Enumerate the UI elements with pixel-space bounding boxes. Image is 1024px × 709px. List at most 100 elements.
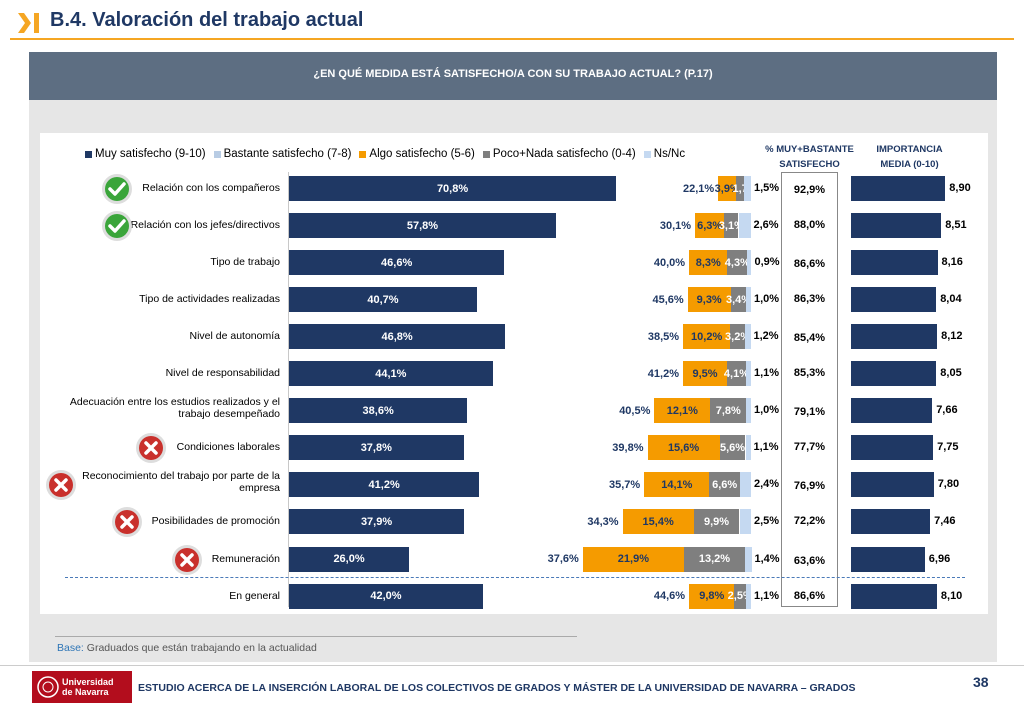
bar-muy-satisfecho: 40,7% [289, 287, 477, 313]
importance-value: 8,90 [949, 182, 971, 194]
check-icon [100, 209, 134, 243]
bar-algo-satisfecho: 14,1% [644, 472, 710, 498]
bar-value-label: 7,8% [715, 404, 741, 417]
importance-bar [851, 435, 934, 461]
legend-label: Muy satisfecho (9-10) [95, 148, 206, 160]
satisfied-value: 88,0% [793, 219, 826, 232]
legend-label: Algo satisfecho (5-6) [369, 148, 475, 160]
bar-poco-nada-satisfecho: 3,4% [726, 287, 751, 313]
seal-icon [37, 676, 59, 698]
satisfied-value: 76,9% [793, 480, 826, 493]
row-label: Tipo de actividades realizadas [139, 293, 280, 306]
satisfied-value: 86,3% [793, 293, 826, 306]
base-divider [55, 636, 577, 637]
bar-value-label: 10,2% [691, 330, 723, 343]
bar-value-label: 40,7% [367, 293, 399, 306]
ns-nc-value-label: 2,4% [754, 478, 780, 491]
bar-muy-satisfecho: 38,6% [289, 398, 468, 424]
bar-muy-satisfecho: 57,8% [289, 213, 556, 239]
bar-value-label: 37,9% [360, 515, 393, 528]
importance-value: 8,10 [940, 589, 963, 602]
ns-nc-value-label: 2,6% [753, 219, 779, 232]
importance-bar [851, 324, 938, 350]
bar-ns-nc [744, 176, 751, 201]
bar-value-label: 6,3% [697, 219, 723, 232]
bar-ns-nc [745, 324, 751, 350]
bar-algo-satisfecho: 10,2% [683, 324, 731, 350]
bar-algo-satisfecho: 6,3% [695, 213, 725, 239]
ns-nc-value-label: 1,1% [753, 441, 779, 454]
importance-value: 6,96 [928, 552, 951, 565]
legend-swatch [213, 150, 221, 158]
bar-muy-satisfecho: 46,6% [289, 250, 505, 276]
bar-value-label: 38,5% [647, 330, 680, 343]
footer-text: ESTUDIO ACERCA DE LA INSERCIÓN LABORAL D… [138, 682, 856, 694]
bar-muy-satisfecho: 41,2% [289, 472, 480, 498]
bar-value-label: 3,1% [718, 219, 744, 232]
bar-value-label: 6,6% [712, 478, 738, 491]
bar-value-label: 35,7% [608, 478, 641, 491]
bar-value-label: 4,1% [723, 367, 749, 380]
row-label: Adecuación entre los estudios realizados… [69, 396, 280, 421]
bar-ns-nc [745, 435, 751, 461]
importance-value: 7,66 [936, 404, 958, 417]
page-number: 38 [973, 674, 989, 690]
bar-bastante-satisfecho: 34,3% [464, 509, 623, 534]
base-key: Base: [57, 642, 84, 654]
chart-legend: Muy satisfecho (9-10) Bastante satisfech… [85, 148, 693, 160]
bar-bastante-satisfecho: 38,5% [505, 324, 683, 349]
importance-value: 8,51 [945, 219, 967, 232]
base-text: Graduados que están trabajando en la act… [86, 642, 317, 654]
importance-bar [851, 361, 937, 387]
title-underline [10, 38, 1014, 40]
importance-value: 8,12 [941, 330, 963, 343]
chart-axis [288, 172, 289, 607]
page-title: B.4. Valoración del trabajo actual [50, 9, 364, 31]
bar-muy-satisfecho: 37,9% [289, 509, 465, 535]
bar-value-label: 70,8% [436, 182, 469, 195]
legend-label: Ns/Nc [653, 148, 686, 160]
bar-value-label: 8,3% [695, 256, 721, 269]
satisfied-value: 85,3% [793, 367, 826, 380]
legend-swatch [643, 150, 651, 158]
bar-poco-nada-satisfecho: 3,2% [725, 324, 750, 350]
bar-bastante-satisfecho: 41,2% [493, 361, 683, 386]
bar-value-label: 15,6% [667, 441, 700, 454]
satisfied-value: 77,7% [793, 441, 826, 454]
bar-value-label: 9,5% [692, 367, 718, 380]
bar-ns-nc [745, 546, 752, 572]
satisfied-value: 72,2% [793, 515, 826, 528]
row-label: En general [229, 589, 280, 602]
cross-icon [110, 505, 144, 539]
legend-label: Poco+Nada satisfecho (0-4) [492, 148, 636, 160]
bar-algo-satisfecho: 15,6% [647, 435, 720, 461]
satisfied-column-box [781, 172, 838, 607]
bar-ns-nc [746, 398, 751, 424]
bar-muy-satisfecho: 42,0% [289, 583, 483, 609]
bar-bastante-satisfecho: 44,6% [483, 584, 689, 609]
satisfied-value: 86,6% [793, 589, 826, 602]
bar-poco-nada-satisfecho: 13,2% [684, 546, 745, 572]
bar-value-label: 46,8% [381, 330, 413, 343]
row-label: Condiciones laborales [176, 441, 280, 454]
importance-bar [851, 287, 937, 313]
bar-value-label: 38,6% [362, 404, 394, 417]
bar-ns-nc [738, 213, 751, 239]
bar-value-label: 21,9% [617, 553, 649, 565]
bar-poco-nada-satisfecho: 5,6% [719, 435, 746, 461]
bar-poco-nada-satisfecho: 6,6% [709, 472, 740, 498]
satisfied-value: 63,6% [793, 554, 826, 567]
importance-value: 8,05 [940, 367, 962, 380]
bar-value-label: 41,2% [368, 478, 400, 491]
importance-value: 8,04 [940, 293, 962, 306]
importance-column-header: IMPORTANCIA MEDIA (0-10) [876, 144, 943, 170]
row-label: Tipo de trabajo [210, 256, 280, 269]
ns-nc-value-label: 1,4% [754, 552, 780, 565]
bar-value-label: 9,9% [703, 515, 730, 528]
ns-nc-value-label: 1,0% [754, 293, 780, 306]
bar-ns-nc [745, 583, 751, 609]
legend-swatch [359, 150, 367, 158]
bar-muy-satisfecho: 26,0% [289, 546, 410, 572]
question-text: ¿EN QUÉ MEDIDA ESTÁ SATISFECHO/A CON SU … [313, 68, 713, 80]
cross-icon [134, 431, 168, 465]
